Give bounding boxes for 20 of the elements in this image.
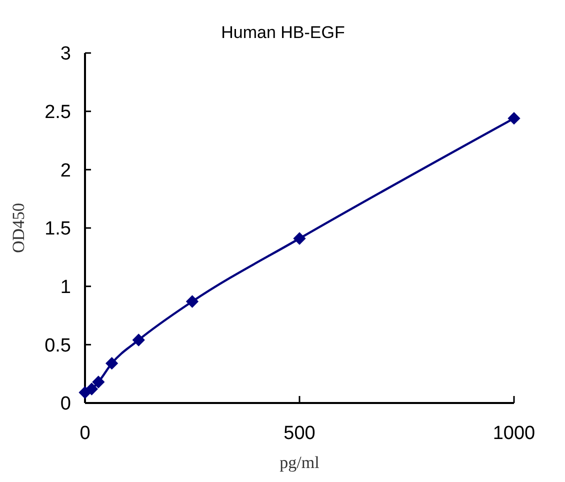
x-axis-title: pg/ml [280,453,320,472]
point [85,382,98,396]
point [293,232,306,245]
y-tick-label: 3 [60,44,71,65]
y-tick-label: 2 [60,160,71,182]
y-tick-label: 0.5 [44,335,71,356]
point [105,357,118,370]
point [132,334,145,346]
x-tick-label: 500 [284,423,316,444]
y-tick-label: 1 [60,276,71,298]
y-tick-label: 0 [60,394,71,415]
point [508,112,520,125]
chart-title: Human HB-EGF [221,23,345,42]
point [186,295,199,308]
x-tick-label: 0 [80,423,90,444]
y-axis-title: OD450 [9,202,28,254]
point [92,376,105,388]
y-tick-label: 2.5 [44,102,71,123]
y-tick-label: 1.5 [44,218,71,240]
x-tick-label: 1000 [492,423,536,444]
